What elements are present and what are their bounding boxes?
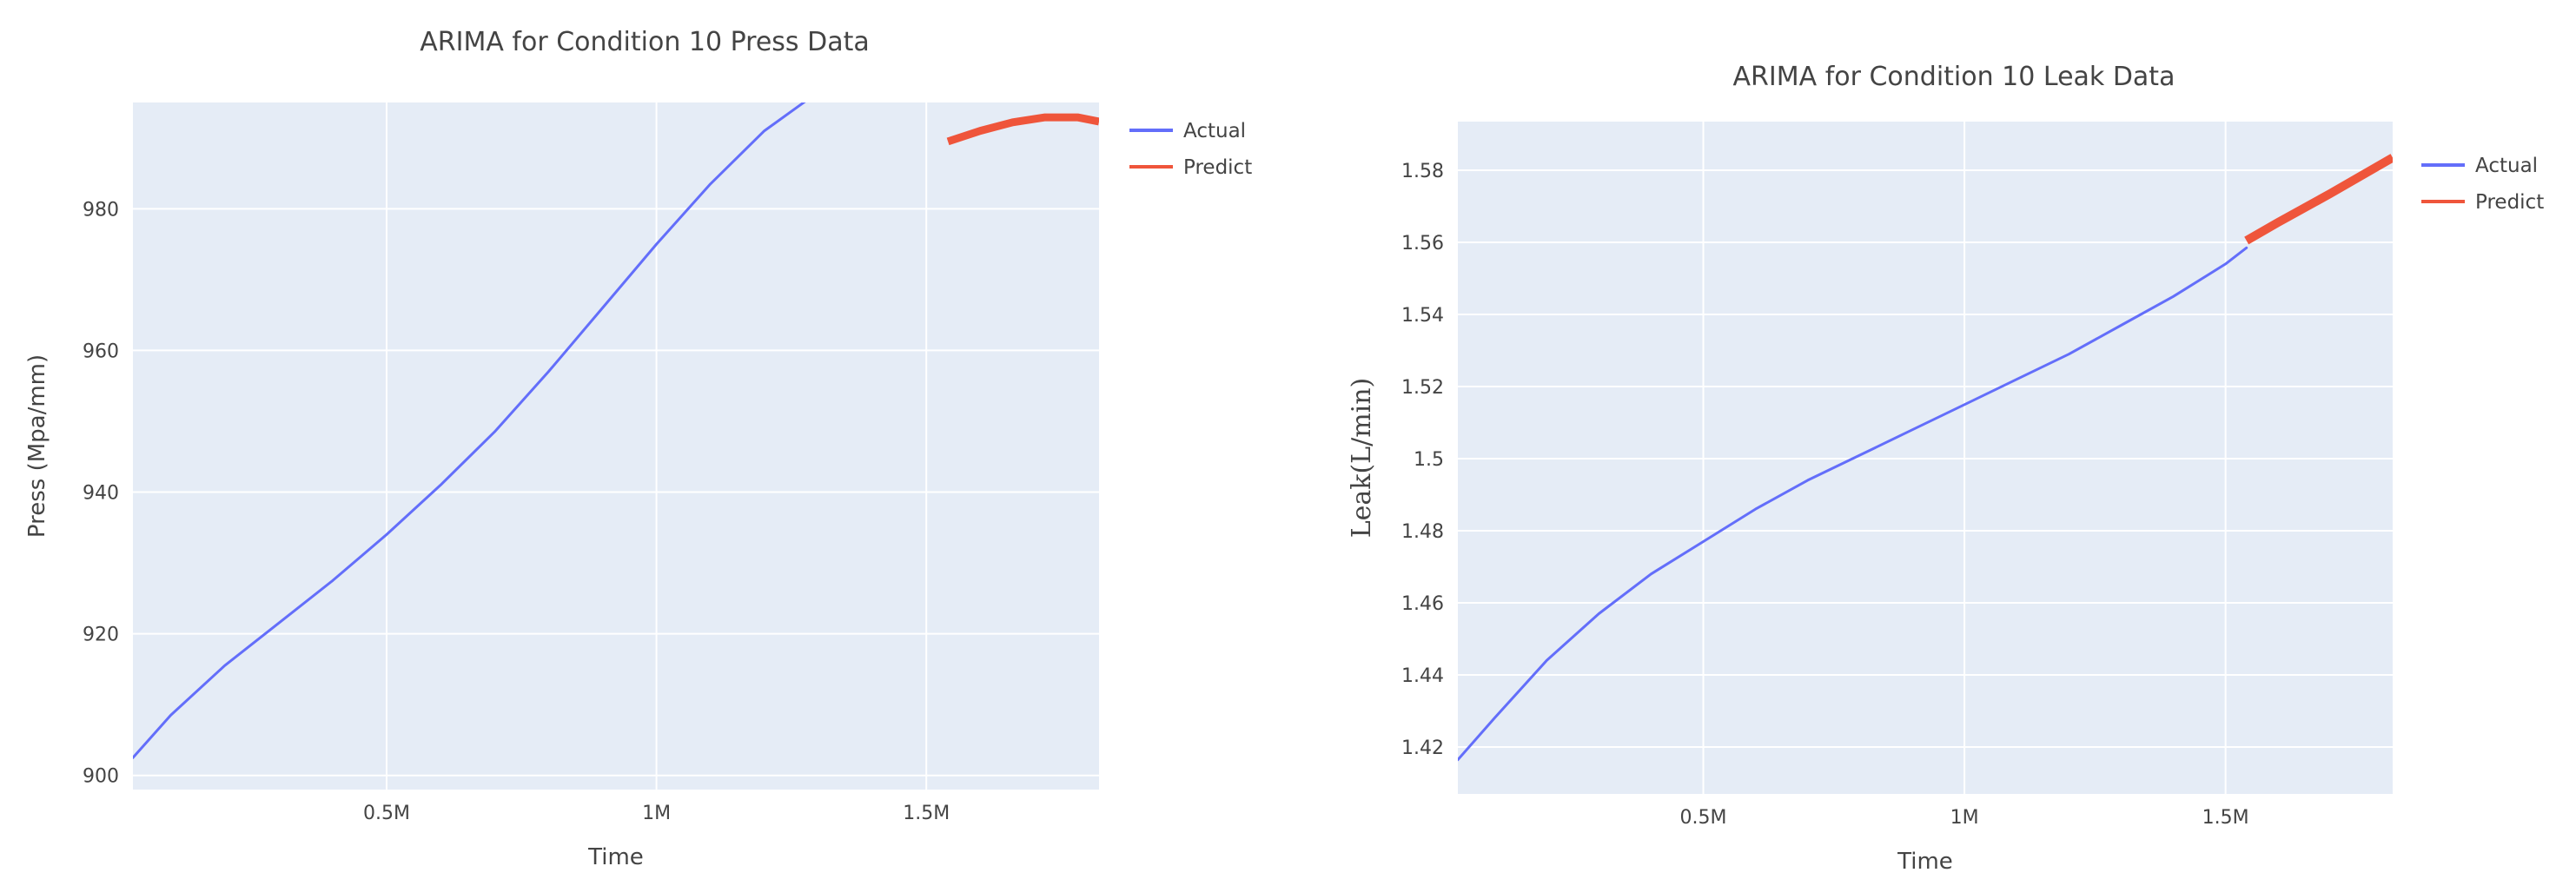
y-tick-label: 1.42 [1401,737,1444,759]
legend-label-actual: Actual [1183,120,1246,142]
x-axis-title: Time [1897,849,1953,875]
x-tick-label: 0.5M [363,803,410,824]
x-axis-title: Time [587,844,644,870]
x-tick-label: 1M [1950,807,1979,829]
y-tick-label: 1.48 [1401,521,1444,543]
legend-label-actual: Actual [2475,155,2538,177]
y-tick-label: 1.44 [1401,665,1444,687]
chart-title: ARIMA for Condition 10 Press Data [420,27,869,57]
y-tick-label: 1.52 [1401,377,1444,399]
series-line-predict [2244,154,2393,245]
y-tick-label: 920 [83,625,119,646]
x-tick-label: 1M [642,803,671,824]
y-tick-label: 1.46 [1401,593,1444,615]
chart-title: ARIMA for Condition 10 Leak Data [1733,62,2175,92]
chart-2: 1.42 1.44 1.46 1.48 1.5 1.52 1.54 1.56 1.58 0.5M 1… [1347,62,2544,875]
plot-area [1458,122,2393,794]
y-tick-label: 1.54 [1401,305,1444,327]
plot-area [133,102,1099,790]
y-tick-label: 900 [83,766,119,788]
series-line-actual [133,102,806,759]
series-line-predict [946,113,1099,146]
series-line-actual [1458,246,2248,762]
x-tick-label: 1.5M [2202,807,2249,829]
chart-1: 900 920 940 960 980 0.5M 1M 1.5M ARIMA for Condi… [24,27,1252,870]
x-tick-label: 1.5M [903,803,950,824]
legend-label-predict: Predict [2475,191,2544,214]
y-tick-label: 1.56 [1401,233,1444,255]
y-tick-label: 1.58 [1401,161,1444,182]
legend: Actual Predict [2421,155,2544,214]
x-tick-label: 0.5M [1680,807,1727,829]
y-tick-label: 980 [83,199,119,221]
y-axis-title: Press (Mpa/mm) [24,354,50,538]
y-tick-label: 1.5 [1414,449,1444,471]
y-tick-label: 960 [83,341,119,362]
y-axis-title: Leak(L/min) [1347,378,1377,539]
legend: Actual Predict [1129,120,1252,179]
y-tick-label: 940 [83,483,119,505]
legend-label-predict: Predict [1183,156,1252,179]
